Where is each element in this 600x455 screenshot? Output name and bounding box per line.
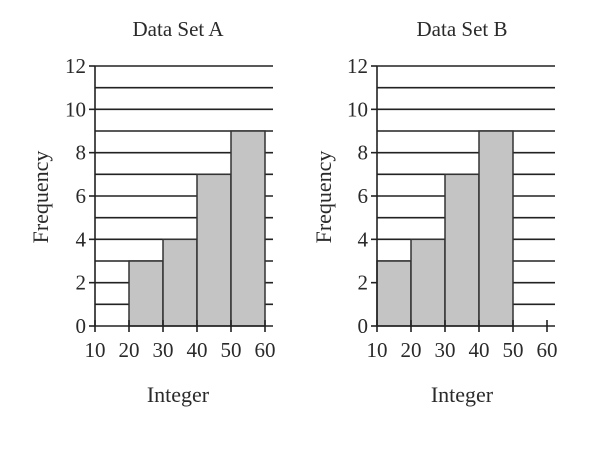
chart-a-y-tick-label: 10 <box>65 97 86 121</box>
chart-b-y-tick-label: 2 <box>358 271 369 295</box>
chart-b-bar <box>376 260 412 327</box>
chart-a-bar <box>196 173 232 327</box>
chart-a-y-tick-label: 12 <box>65 54 86 78</box>
chart-b-xlabel: Integer <box>431 382 494 407</box>
chart-a-x-tick-label: 40 <box>187 338 208 362</box>
chart-b-bar <box>478 130 514 327</box>
chart-b-y-tick-label: 0 <box>358 314 369 338</box>
chart-a-ylabel: Frequency <box>28 151 53 244</box>
chart-a-x-tick-label: 50 <box>221 338 242 362</box>
chart-a-y-tick-label: 4 <box>76 227 87 251</box>
chart-b-bar <box>444 173 480 327</box>
chart-a-x-tick-label: 20 <box>119 338 140 362</box>
chart-b-x-tick-label: 40 <box>469 338 490 362</box>
chart-a-title: Data Set A <box>133 17 225 41</box>
chart-b-plot: 0 2 4 6 8 10 12 10 20 30 40 50 60 <box>347 54 558 362</box>
chart-a-bar <box>162 238 198 327</box>
chart-b-y-tick-label: 12 <box>347 54 368 78</box>
chart-a-plot: 0 2 4 6 8 10 12 10 20 30 40 50 60 <box>65 54 276 362</box>
chart-a-x-tick-label: 60 <box>255 338 276 362</box>
chart-a-bar <box>230 130 266 327</box>
chart-b-x-tick-label: 30 <box>435 338 456 362</box>
chart-a-y-tick-label: 8 <box>76 141 87 165</box>
chart-b-title: Data Set B <box>417 17 508 41</box>
chart-b-y-tick-label: 10 <box>347 97 368 121</box>
chart-a-x-tick-label: 30 <box>153 338 174 362</box>
chart-b-y-tick-label: 4 <box>358 227 369 251</box>
chart-a-bar <box>128 260 164 327</box>
chart-a-xlabel: Integer <box>147 382 210 407</box>
chart-a-y-tick-label: 2 <box>76 271 87 295</box>
chart-a: Data Set A Frequency Integer 0 2 4 6 8 10 12 10… <box>28 17 276 407</box>
chart-a-x-tick-label: 10 <box>85 338 106 362</box>
chart-b-y-tick-label: 6 <box>358 184 369 208</box>
chart-b-x-tick-label: 50 <box>503 338 524 362</box>
chart-a-y-tick-label: 0 <box>76 314 87 338</box>
chart-b-x-tick-label: 60 <box>537 338 558 362</box>
chart-b-x-tick-label: 10 <box>367 338 388 362</box>
chart-b-y-tick-label: 8 <box>358 141 369 165</box>
chart-a-y-tick-label: 6 <box>76 184 87 208</box>
chart-b-bar <box>410 238 446 327</box>
chart-b-x-tick-label: 20 <box>401 338 422 362</box>
chart-b: Data Set B Frequency Integer 0 2 4 6 8 10 12 10… <box>311 17 558 407</box>
chart-b-ylabel: Frequency <box>311 151 336 244</box>
